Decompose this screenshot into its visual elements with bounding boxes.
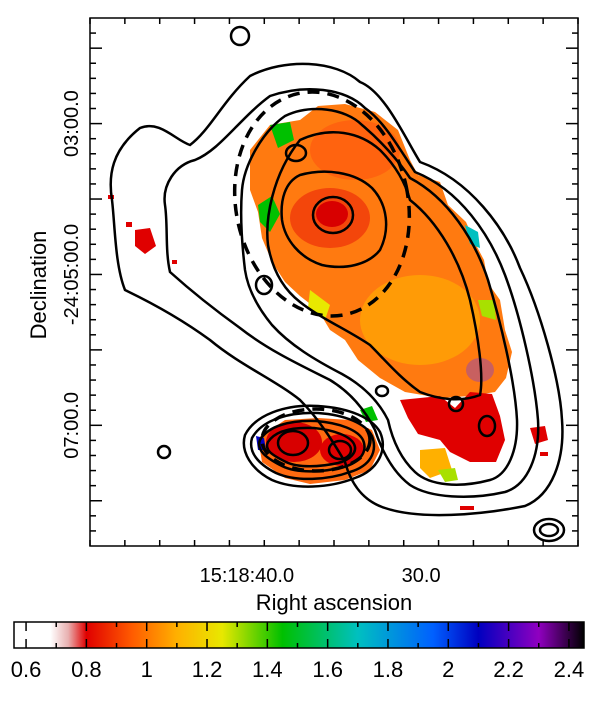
x-tick-label: 15:18:40.0 <box>200 565 295 587</box>
colorbar-tick-label: 1.8 <box>373 657 404 682</box>
colorbar-tick-label: 2.4 <box>554 657 585 682</box>
colorbar-tick-label: 2 <box>442 657 454 682</box>
x-axis-title: Right ascension <box>256 590 413 615</box>
contours <box>109 25 566 543</box>
dashed-ellipses <box>232 90 412 473</box>
colorbar: 0.6 0.8 1 1.2 1.4 1.6 1.8 2 2.2 2.4 <box>11 621 585 682</box>
y-tick-label: 03:00.0 <box>61 90 83 157</box>
colorbar-tick-label: 1.6 <box>312 657 343 682</box>
colorbar-tick-label: 0.8 <box>71 657 102 682</box>
colorbar-tick-label: 0.6 <box>11 657 42 682</box>
spectral-map-north <box>250 104 512 398</box>
y-tick-label: -24:05:00.0 <box>61 224 83 325</box>
red-patches <box>108 195 548 510</box>
colorbar-tick-label: 2.2 <box>493 657 524 682</box>
colorbar-tick-label: 1 <box>141 657 153 682</box>
colorbar-tick-label: 1.2 <box>192 657 223 682</box>
y-tick-label: 07:00.0 <box>61 392 83 459</box>
y-tick-labels: 03:00.0 -24:05:00.0 07:00.0 <box>61 90 83 458</box>
colorbar-ramp <box>13 621 585 649</box>
plot-frame <box>89 17 579 547</box>
x-tick-labels: 15:18:40.0 30.0 <box>200 565 441 587</box>
map-area <box>108 25 566 543</box>
colorbar-tick-label: 1.4 <box>252 657 283 682</box>
x-tick-label: 30.0 <box>402 565 441 587</box>
y-axis-title: Declination <box>26 231 51 340</box>
